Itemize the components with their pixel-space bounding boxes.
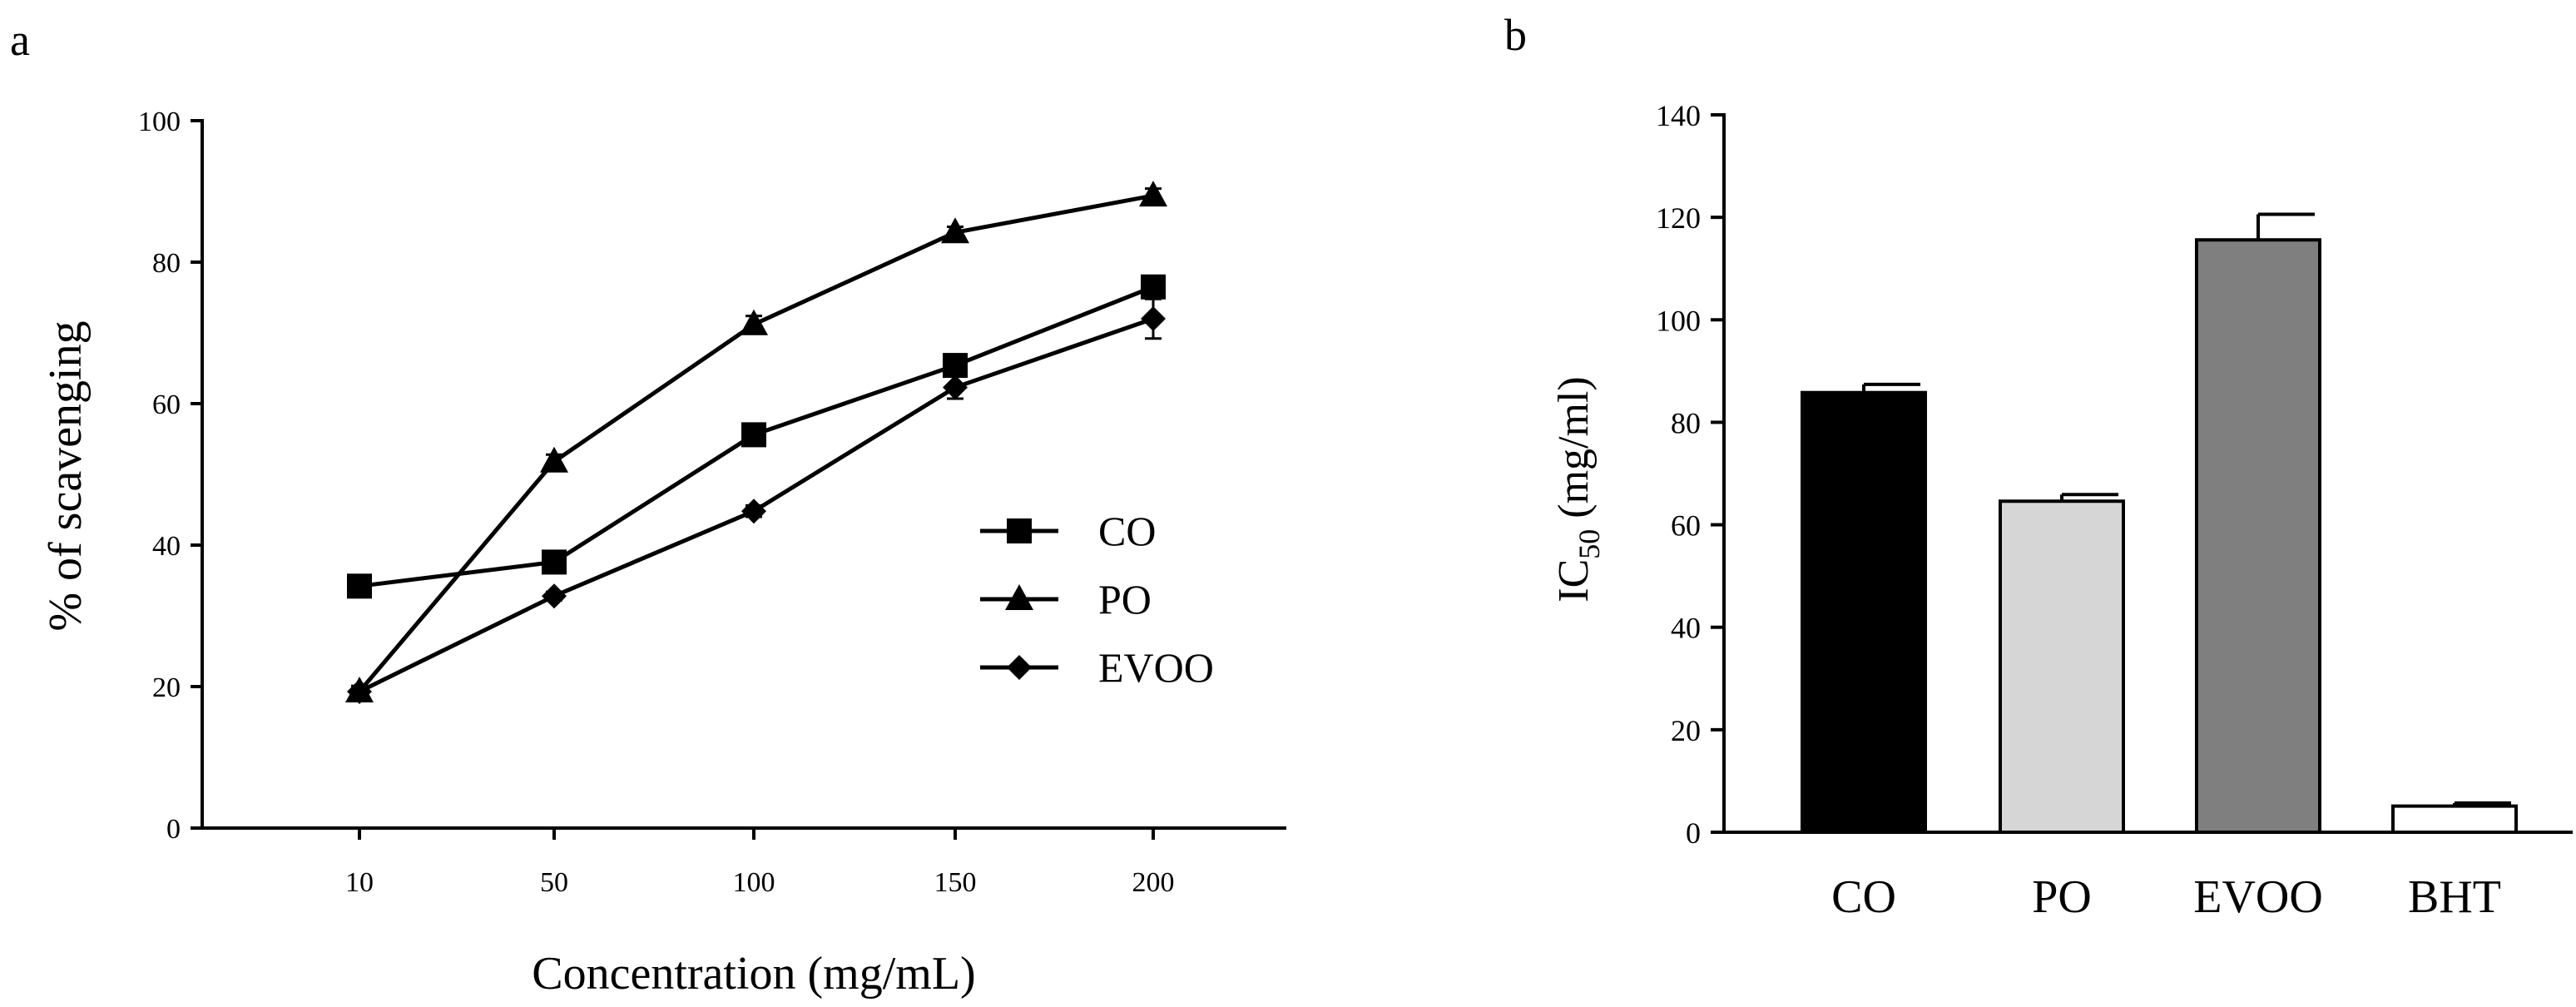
legend-label-po: PO [1098, 576, 1152, 623]
y-tick-label: 20 [1671, 714, 1701, 747]
x-tick-label: 200 [1132, 867, 1175, 898]
y-tick-label: 100 [1656, 304, 1701, 337]
data-point-evoo [347, 678, 372, 704]
legend-marker-evoo [1007, 655, 1032, 680]
bar-co [1801, 390, 1927, 834]
data-point-co [1141, 274, 1166, 300]
bar-bht [2391, 804, 2518, 834]
y-tick-label: 60 [1671, 509, 1701, 543]
data-point-po [540, 446, 568, 473]
y-tick-label: 0 [1686, 816, 1701, 850]
legend-marker-po [1005, 584, 1033, 610]
panel-b-label: b [1504, 10, 1527, 60]
data-point-po [941, 217, 969, 244]
y-tick-label: 120 [1656, 201, 1701, 235]
chart-a: % of scavenging Concentration (mg/mL) 0 2… [40, 107, 1286, 1000]
y-tick-label: 80 [152, 248, 181, 279]
x-tick-label: 10 [345, 867, 374, 898]
data-point-evoo [943, 375, 968, 400]
legend-label-evoo: EVOO [1098, 644, 1214, 691]
y-tick-label: 80 [1671, 406, 1701, 439]
data-point-evoo [1141, 306, 1166, 331]
y-tick-label: 40 [1671, 612, 1701, 645]
data-point-co [741, 422, 766, 448]
y-axis-title-subscript: 50 [1573, 529, 1606, 559]
data-point-evoo [741, 499, 766, 524]
x-tick-label: EVOO [2193, 871, 2323, 923]
chart-a-y-axis-title: % of scavenging [40, 320, 92, 631]
x-tick-label: BHT [2408, 871, 2501, 923]
bar-po [1999, 499, 2125, 835]
y-axis-title-main: IC [1550, 559, 1598, 603]
x-tick-label: 100 [733, 867, 775, 898]
x-tick-label: 150 [934, 867, 977, 898]
y-tick-label: 100 [138, 107, 181, 137]
data-point-co [542, 549, 567, 575]
y-tick-label: 40 [152, 531, 181, 562]
y-tick-label: 20 [152, 672, 181, 703]
y-tick-label: 140 [1656, 99, 1701, 132]
chart-a-x-axis-title: Concentration (mg/mL) [532, 948, 975, 1000]
bar-evoo [2195, 238, 2321, 834]
y-axis-title-rest: (mg/ml) [1550, 376, 1598, 528]
data-point-co [347, 573, 372, 599]
panel-a-label: a [10, 15, 30, 65]
x-tick-label: 50 [540, 867, 568, 898]
legend-label-co: CO [1098, 508, 1156, 554]
x-tick-label: PO [2032, 871, 2092, 923]
chart-b: IC50 (mg/ml) 0 20 40 60 80 100 120 140 CO PO EVOO B… [1550, 99, 2573, 923]
y-tick-label: 60 [152, 389, 181, 420]
data-point-po [740, 309, 768, 335]
legend-marker-co [1007, 518, 1032, 543]
y-tick-label: 0 [166, 814, 181, 845]
data-point-po [1139, 181, 1167, 207]
data-point-co [943, 353, 968, 379]
chart-b-y-axis-title: IC50 (mg/ml) [1550, 376, 1606, 602]
x-tick-label: CO [1831, 871, 1896, 923]
data-point-evoo [542, 583, 567, 609]
